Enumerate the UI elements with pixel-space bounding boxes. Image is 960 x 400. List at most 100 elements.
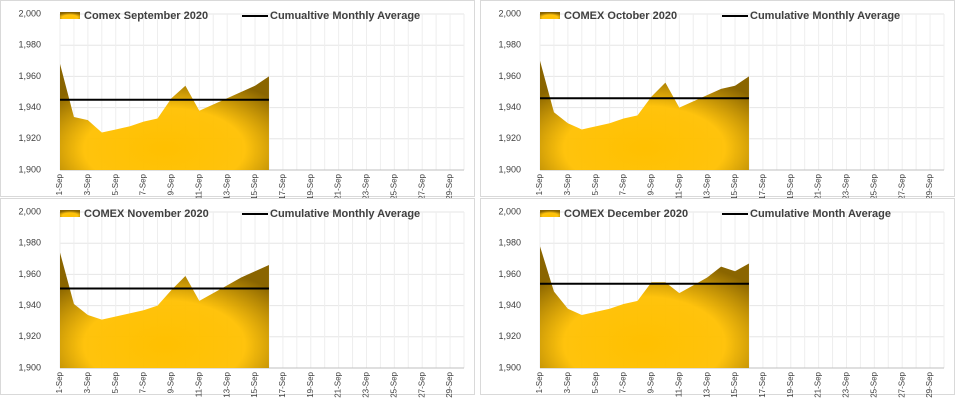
y-tick-label: 1,980 [18, 40, 41, 50]
x-tick-label: 5-Sep [591, 371, 600, 393]
x-tick-label: 23-Sep [842, 371, 851, 397]
y-tick-label: 1,940 [498, 102, 521, 112]
x-tick-label: 5-Sep [591, 173, 600, 195]
x-tick-label: 13-Sep [702, 173, 711, 199]
x-tick-label: 21-Sep [814, 371, 823, 397]
x-tick-label: 1-Sep [55, 371, 64, 393]
y-tick-label: 2,000 [498, 8, 521, 18]
legend-label: Comex September 2020 [84, 10, 208, 22]
x-tick-label: 17-Sep [278, 173, 287, 199]
x-tick-label: 5-Sep [111, 173, 120, 195]
y-tick-label: 1,920 [498, 331, 521, 341]
legend-label: COMEX December 2020 [564, 208, 688, 220]
x-tick-label: 17-Sep [758, 371, 767, 397]
x-tick-label: 7-Sep [619, 173, 628, 195]
legend-label: Cumualtive Monthly Average [270, 10, 420, 22]
x-tick-label: 11-Sep [194, 173, 203, 199]
y-tick-label: 1,980 [498, 40, 521, 50]
x-tick-label: 9-Sep [647, 371, 656, 393]
area [540, 60, 749, 170]
x-tick-label: 11-Sep [194, 371, 203, 397]
x-tick-label: 21-Sep [814, 173, 823, 199]
x-tick-label: 19-Sep [306, 173, 315, 199]
x-tick-label: 1-Sep [535, 371, 544, 393]
x-tick-label: 7-Sep [139, 173, 148, 195]
legend-label: COMEX November 2020 [84, 208, 209, 220]
y-tick-label: 2,000 [18, 8, 41, 18]
x-tick-label: 1-Sep [535, 173, 544, 195]
legend-swatch [60, 210, 80, 217]
y-tick-label: 1,980 [18, 238, 41, 248]
x-tick-label: 9-Sep [167, 371, 176, 393]
x-tick-label: 19-Sep [786, 371, 795, 397]
y-tick-label: 1,920 [18, 331, 41, 341]
y-tick-label: 1,900 [498, 164, 521, 174]
legend-swatch [540, 210, 560, 217]
y-tick-label: 1,960 [498, 71, 521, 81]
x-tick-label: 1-Sep [55, 173, 64, 195]
x-tick-label: 15-Sep [730, 371, 739, 397]
x-tick-label: 7-Sep [619, 371, 628, 393]
x-tick-label: 29-Sep [925, 173, 934, 199]
x-tick-label: 5-Sep [111, 371, 120, 393]
x-tick-label: 29-Sep [445, 371, 454, 397]
x-tick-label: 17-Sep [758, 173, 767, 199]
x-tick-label: 19-Sep [786, 173, 795, 199]
x-tick-label: 15-Sep [250, 173, 259, 199]
x-tick-label: 11-Sep [674, 173, 683, 199]
y-tick-label: 1,980 [498, 238, 521, 248]
legend-swatch [540, 12, 560, 19]
x-tick-label: 13-Sep [222, 173, 231, 199]
y-tick-label: 1,960 [18, 269, 41, 279]
y-tick-label: 1,940 [18, 300, 41, 310]
x-tick-label: 23-Sep [362, 371, 371, 397]
legend-label: Cumulative Monthly Average [750, 10, 900, 22]
chart-panel: 1,900 1,920 1,940 1,960 1,980 2,000 1-Sep 3-Sep… [480, 0, 955, 200]
x-tick-label: 3-Sep [563, 173, 572, 195]
y-tick-label: 1,940 [18, 102, 41, 112]
area [60, 252, 269, 368]
x-tick-label: 29-Sep [925, 371, 934, 397]
y-tick-label: 2,000 [18, 206, 41, 216]
y-tick-label: 1,900 [18, 164, 41, 174]
x-tick-label: 29-Sep [445, 173, 454, 199]
x-tick-label: 15-Sep [250, 371, 259, 397]
x-tick-label: 25-Sep [389, 371, 398, 397]
x-tick-label: 11-Sep [674, 371, 683, 397]
legend-label: COMEX October 2020 [564, 10, 677, 22]
chart-panel: 1,900 1,920 1,940 1,960 1,980 2,000 1-Sep 3-Sep… [480, 198, 955, 398]
y-tick-label: 1,940 [498, 300, 521, 310]
y-tick-label: 1,900 [498, 362, 521, 372]
legend-label: Cumulative Monthly Average [270, 208, 420, 220]
x-tick-label: 3-Sep [563, 371, 572, 393]
x-tick-label: 25-Sep [869, 173, 878, 199]
x-tick-label: 9-Sep [647, 173, 656, 195]
x-tick-label: 9-Sep [167, 173, 176, 195]
x-tick-label: 25-Sep [869, 371, 878, 397]
x-tick-label: 27-Sep [417, 173, 426, 199]
y-tick-label: 2,000 [498, 206, 521, 216]
x-tick-label: 13-Sep [702, 371, 711, 397]
y-tick-label: 1,960 [18, 71, 41, 81]
x-tick-label: 21-Sep [334, 371, 343, 397]
y-tick-label: 1,900 [18, 362, 41, 372]
y-tick-label: 1,920 [498, 133, 521, 143]
x-tick-label: 3-Sep [83, 173, 92, 195]
x-tick-label: 15-Sep [730, 173, 739, 199]
x-tick-label: 27-Sep [897, 173, 906, 199]
x-tick-label: 23-Sep [362, 173, 371, 199]
x-tick-label: 7-Sep [139, 371, 148, 393]
x-tick-label: 25-Sep [389, 173, 398, 199]
x-tick-label: 19-Sep [306, 371, 315, 397]
legend-swatch [60, 12, 80, 19]
area [60, 63, 269, 170]
x-tick-label: 27-Sep [897, 371, 906, 397]
chart-panel: 1,900 1,920 1,940 1,960 1,980 2,000 1-Sep 3-Sep… [0, 198, 475, 398]
y-tick-label: 1,920 [18, 133, 41, 143]
y-tick-label: 1,960 [498, 269, 521, 279]
x-tick-label: 27-Sep [417, 371, 426, 397]
area [540, 246, 749, 368]
x-tick-label: 13-Sep [222, 371, 231, 397]
legend-label: Cumulative Month Average [750, 208, 891, 220]
